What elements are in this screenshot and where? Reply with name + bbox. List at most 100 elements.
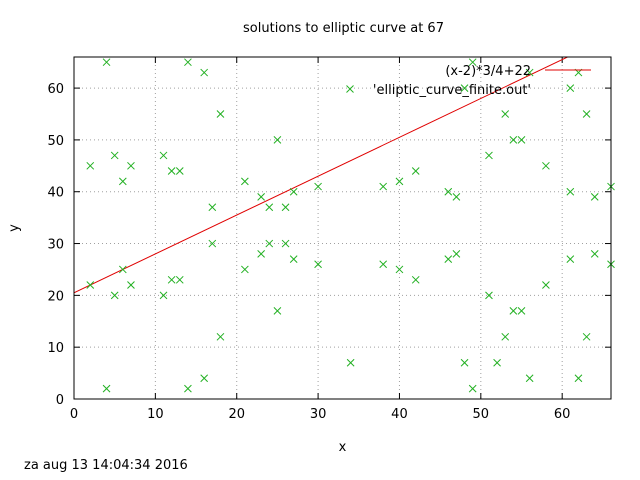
data-point (200, 374, 209, 383)
data-point (452, 193, 461, 201)
data-point-stroke (485, 291, 493, 300)
data-point-stroke (542, 281, 550, 289)
data-point (566, 255, 575, 263)
data-point-stroke (265, 203, 274, 212)
data-point-stroke (118, 177, 127, 186)
series-line (74, 57, 569, 294)
y-tick-label: 40 (47, 186, 64, 201)
data-point (265, 239, 274, 248)
data-point (542, 161, 550, 170)
data-point (542, 281, 550, 289)
data-point (208, 203, 217, 212)
data-point (468, 58, 477, 67)
data-point-stroke (159, 291, 168, 300)
data-point (167, 275, 176, 284)
data-point (102, 384, 111, 393)
data-point (444, 255, 453, 263)
y-tick-label: 20 (47, 289, 64, 304)
timestamp: za aug 13 14:04:34 2016 (24, 458, 188, 473)
data-point-stroke (102, 58, 111, 67)
data-point-stroke (485, 151, 493, 160)
data-point-stroke (175, 167, 184, 175)
data-point (525, 68, 534, 77)
x-tick-label: 0 (70, 407, 78, 422)
data-point-stroke (509, 136, 518, 144)
data-point-stroke (265, 239, 274, 248)
legend-label: 'elliptic_curve_finite.out' (373, 83, 531, 98)
data-point-stroke (525, 374, 534, 383)
x-tick-label: 40 (391, 407, 408, 422)
data-point (241, 177, 249, 186)
data-point-stroke (566, 84, 575, 92)
legend-marker-stroke (346, 85, 354, 93)
data-point-stroke (395, 177, 404, 186)
data-point (289, 187, 298, 196)
data-point-stroke (582, 110, 591, 118)
data-point-stroke (517, 136, 526, 144)
data-point (379, 260, 388, 269)
data-point-stroke (127, 281, 135, 289)
data-point-stroke (411, 275, 420, 284)
x-tick-label: 50 (473, 407, 490, 422)
x-tick-label: 10 (147, 407, 164, 422)
data-point-stroke (566, 187, 575, 196)
data-point (102, 58, 111, 67)
y-tick-label: 50 (47, 134, 64, 149)
data-point-stroke (444, 255, 453, 263)
data-point-stroke (509, 307, 518, 315)
data-point-stroke (346, 358, 355, 367)
data-point (566, 187, 575, 196)
data-point-stroke (582, 332, 591, 341)
data-point-stroke (379, 182, 388, 191)
data-point (273, 136, 282, 144)
data-point (118, 265, 127, 274)
data-point-stroke (468, 58, 477, 67)
data-point-stroke (501, 110, 510, 118)
data-point-stroke (590, 250, 599, 258)
data-point-stroke (444, 187, 453, 196)
data-point (566, 84, 575, 92)
data-point-stroke (118, 265, 127, 274)
data-point-stroke (468, 384, 477, 393)
data-point-stroke (501, 332, 510, 341)
data-point-stroke (110, 151, 119, 160)
data-point-stroke (566, 255, 575, 263)
data-point (460, 358, 469, 367)
data-point (200, 68, 209, 77)
data-point (493, 358, 501, 367)
data-point-stroke (241, 177, 249, 186)
data-point-stroke (184, 384, 192, 393)
data-point (395, 177, 404, 186)
data-point (590, 250, 599, 258)
data-point-stroke (110, 291, 119, 300)
data-point (86, 161, 95, 170)
data-point (460, 84, 469, 92)
data-point-stroke (452, 193, 461, 201)
x-tick-label: 30 (310, 407, 327, 422)
data-point (184, 58, 192, 67)
data-point-stroke (175, 275, 184, 284)
data-point-stroke (184, 58, 192, 67)
data-point (184, 384, 192, 393)
y-tick-label: 10 (47, 341, 64, 356)
data-point-stroke (257, 193, 265, 201)
data-point-stroke (200, 68, 209, 77)
data-point (289, 255, 298, 263)
x-tick-label: 60 (554, 407, 571, 422)
x-axis-label: x (339, 440, 347, 455)
data-point (110, 291, 119, 300)
data-point (444, 187, 453, 196)
data-point-stroke (102, 384, 111, 393)
data-point-stroke (574, 374, 583, 383)
data-point-stroke (517, 307, 526, 315)
data-point (118, 177, 127, 186)
data-point-stroke (460, 84, 469, 92)
data-point-stroke (273, 307, 282, 315)
data-point (379, 182, 388, 191)
data-point-stroke (241, 265, 249, 274)
data-point (110, 151, 119, 160)
data-point (265, 203, 274, 212)
data-point (501, 110, 510, 118)
data-point-stroke (208, 239, 217, 248)
